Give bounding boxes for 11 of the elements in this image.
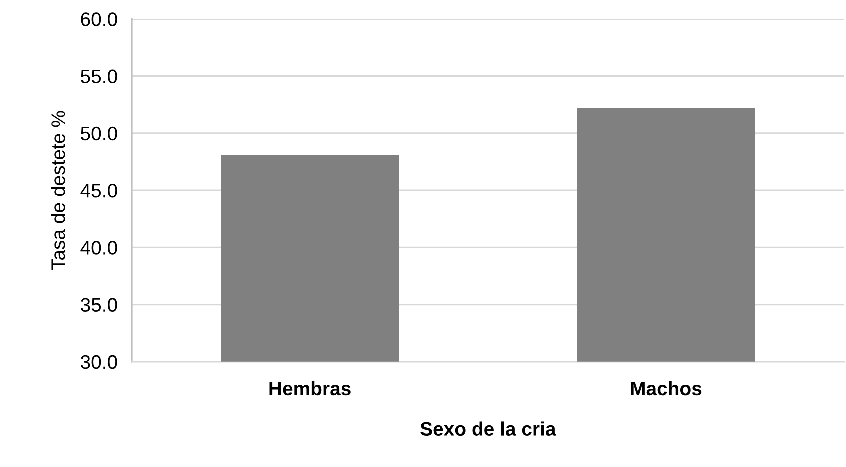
y-tick-label: 30.0 bbox=[80, 355, 118, 370]
x-tick-label: Hembras bbox=[270, 381, 351, 396]
x-tick-label: Machos bbox=[631, 381, 702, 396]
y-tick-label: 55.0 bbox=[81, 70, 118, 84]
y-tick-label: 60.0 bbox=[81, 12, 118, 26]
y-tick-label: 50.0 bbox=[81, 126, 118, 141]
y-tick-label: 40.0 bbox=[80, 241, 118, 255]
y-axis-title: Tasa de destete % bbox=[51, 111, 66, 270]
y-tick-label: 35.0 bbox=[80, 298, 118, 312]
x-axis-title: Sexo de la cria bbox=[420, 422, 556, 436]
y-tick-label: 45.0 bbox=[80, 184, 118, 198]
